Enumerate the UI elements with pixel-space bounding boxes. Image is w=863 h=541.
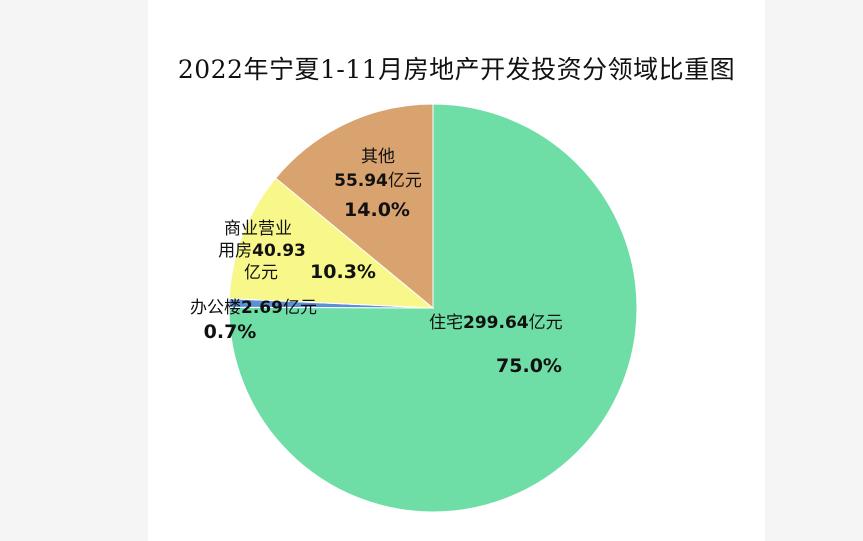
label-residential-percent: 75.0% <box>496 355 562 377</box>
chart-panel: 2022年宁夏1-11月房地产开发投资分领域比重图 住宅299.64亿元 75.… <box>148 0 765 541</box>
label-commercial-name-line1: 商业营业 <box>224 219 292 239</box>
label-other-value: 55.94亿元 <box>334 171 422 191</box>
label-commercial-percent: 10.3% <box>310 261 376 283</box>
label-commercial-unit: 亿元 <box>244 263 278 283</box>
pie-slice-2 <box>228 177 435 309</box>
pie-slice-3 <box>275 103 434 310</box>
label-office-percent: 0.7% <box>204 321 257 343</box>
label-other-name: 其他 <box>361 147 395 167</box>
label-office-name-value: 办公楼2.69亿元 <box>190 298 317 318</box>
pie-slice-0 <box>228 103 638 513</box>
label-other-percent: 14.0% <box>344 199 410 221</box>
label-residential-name: 住宅299.64亿元 <box>429 313 563 333</box>
label-commercial-name-value: 用房40.93 <box>218 241 306 261</box>
pie-chart: 住宅299.64亿元 75.0% 其他 55.94亿元 14.0% 商业营业 用… <box>190 103 638 513</box>
chart-title: 2022年宁夏1-11月房地产开发投资分领域比重图 <box>177 55 736 84</box>
pie-slices <box>228 103 638 513</box>
pie-labels: 住宅299.64亿元 75.0% 其他 55.94亿元 14.0% 商业营业 用… <box>190 147 563 377</box>
